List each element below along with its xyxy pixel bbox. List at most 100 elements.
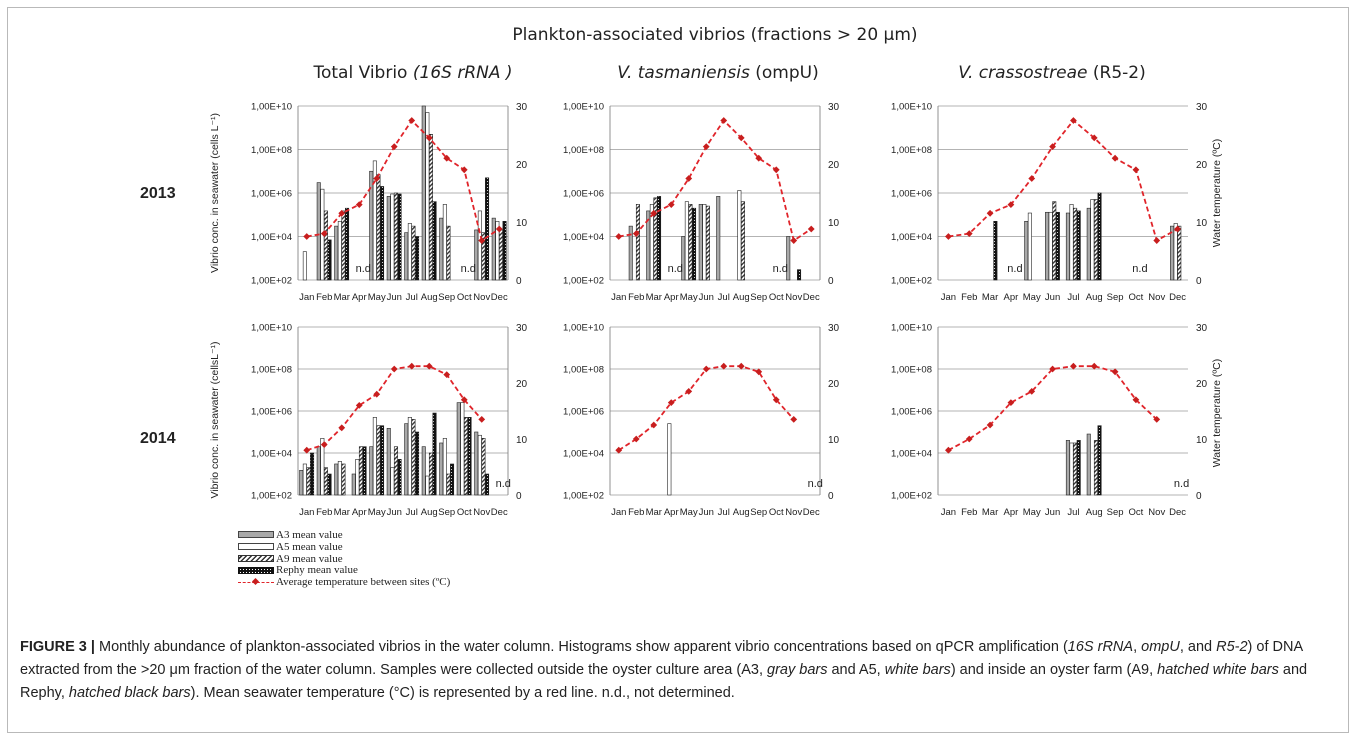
x-tick-label: Sep: [750, 507, 767, 518]
legend-swatch-temperature: [238, 578, 274, 587]
chart-panel: 1,00E+02 1,00E+04 1,00E+06 1,00E+08 1,00E+10…: [891, 323, 1208, 519]
y2-tick-label: 30: [516, 102, 528, 113]
y2-tick-label: 10: [516, 435, 528, 446]
y-tick-label: 1,00E+02: [563, 491, 604, 502]
x-tick-label: Jun: [699, 292, 714, 303]
x-tick-label: Apr: [1004, 507, 1019, 518]
y2-tick-label: 20: [828, 379, 840, 390]
bar: [702, 204, 707, 281]
x-tick-label: Dec: [491, 507, 508, 518]
bar: [432, 201, 437, 281]
y-tick-label: 1,00E+08: [563, 145, 604, 156]
bar: [1090, 199, 1095, 281]
bar: [320, 438, 325, 496]
legend-item-a9: A9 mean value: [238, 553, 450, 565]
figure-supertitle: Plankton-associated vibrios (fractions >…: [512, 25, 917, 45]
temperature-point: [1049, 143, 1056, 150]
bar: [1097, 425, 1102, 496]
y2-tick-label: 10: [1196, 218, 1208, 229]
y2-tick-label: 20: [1196, 160, 1208, 171]
bar: [386, 428, 391, 496]
bar: [692, 207, 697, 281]
bar: [1073, 442, 1078, 496]
bar: [415, 431, 420, 496]
chart-panel: 1,00E+02 1,00E+04 1,00E+06 1,00E+08 1,00E+10…: [251, 102, 528, 304]
nd-label: n.d: [1132, 263, 1147, 275]
caption-text: white bars: [884, 662, 951, 678]
x-tick-label: Feb: [628, 292, 644, 303]
caption-text: and A5,: [827, 662, 885, 678]
temperature-point: [373, 175, 381, 182]
figure-frame: [7, 7, 1349, 733]
bar: [310, 452, 315, 496]
y-tick-label: 1,00E+04: [563, 449, 604, 460]
y-tick-label: 1,00E+10: [251, 102, 292, 113]
y-tick-label: 1,00E+06: [891, 189, 932, 200]
nd-label: n.d: [773, 263, 788, 275]
chart-panels: 1,00E+02 1,00E+04 1,00E+06 1,00E+08 1,00E+10…: [251, 102, 1208, 519]
y2-tick-label: 0: [1196, 491, 1202, 502]
x-tick-label: Mar: [982, 292, 998, 303]
y-tick-label: 1,00E+06: [563, 407, 604, 418]
temperature-point: [986, 421, 994, 429]
x-tick-label: Dec: [1169, 292, 1186, 303]
y2-tick-label: 0: [516, 491, 522, 502]
bar: [316, 182, 321, 281]
bar: [737, 190, 742, 281]
temperature-point: [1153, 416, 1161, 423]
bar: [491, 217, 496, 281]
x-tick-label: Oct: [1129, 292, 1144, 303]
temperature-point: [720, 362, 728, 370]
bar: [341, 463, 346, 496]
bar: [688, 204, 693, 281]
bar: [1177, 225, 1182, 281]
x-tick-label: Aug: [733, 292, 750, 303]
bar: [481, 438, 486, 496]
nd-label: n.d: [356, 263, 371, 275]
bar: [716, 196, 721, 281]
x-tick-label: Nov: [785, 292, 802, 303]
bar: [1170, 225, 1175, 281]
x-tick-label: Dec: [1169, 507, 1186, 518]
y-tick-label: 1,00E+08: [563, 365, 604, 376]
y-tick-label: 1,00E+08: [891, 365, 932, 376]
y-tick-label: 1,00E+02: [891, 491, 932, 502]
right-axis-label-2014: Water temperature (ºC): [1211, 359, 1223, 467]
y-tick-label: 1,00E+02: [563, 276, 604, 287]
x-tick-label: Oct: [769, 507, 784, 518]
bar: [299, 470, 304, 496]
bar: [415, 236, 420, 281]
x-tick-label: Oct: [457, 507, 472, 518]
caption-text: ,: [1133, 639, 1142, 655]
temperature-point: [495, 225, 503, 233]
column-title-v-crassostreae: V. crassostreae (R5-2): [958, 63, 1145, 83]
temperature-point: [355, 201, 363, 208]
x-tick-label: Jun: [699, 507, 714, 518]
x-tick-label: Oct: [769, 292, 784, 303]
legend-label-temperature: Average temperature between sites (ºC): [276, 576, 451, 589]
temperature-point: [1111, 154, 1119, 162]
x-tick-label: Oct: [457, 292, 472, 303]
bar: [485, 177, 490, 281]
y-tick-label: 1,00E+10: [563, 102, 604, 113]
x-tick-label: Nov: [1148, 292, 1165, 303]
bar: [628, 225, 633, 281]
temperature-point: [478, 237, 486, 244]
caption-text: Monthly abundance of plankton-associated…: [94, 639, 1068, 655]
temperature-line: [306, 119, 500, 243]
y-tick-label: 1,00E+06: [563, 189, 604, 200]
bar: [393, 446, 398, 496]
bar: [1055, 211, 1060, 281]
temperature-point: [1049, 365, 1056, 373]
temperature-point: [615, 233, 623, 240]
y-tick-label: 1,00E+10: [891, 102, 932, 113]
y2-tick-label: 10: [828, 218, 840, 229]
temperature-line: [306, 365, 483, 452]
row-label-2013: 2013: [140, 185, 176, 202]
legend-swatch-a9: [238, 554, 274, 562]
y-tick-label: 1,00E+04: [891, 449, 932, 460]
y-tick-label: 1,00E+10: [891, 323, 932, 334]
bar: [327, 239, 332, 281]
bar: [1045, 211, 1050, 281]
legend-label-a5: A5 mean value: [276, 540, 343, 553]
